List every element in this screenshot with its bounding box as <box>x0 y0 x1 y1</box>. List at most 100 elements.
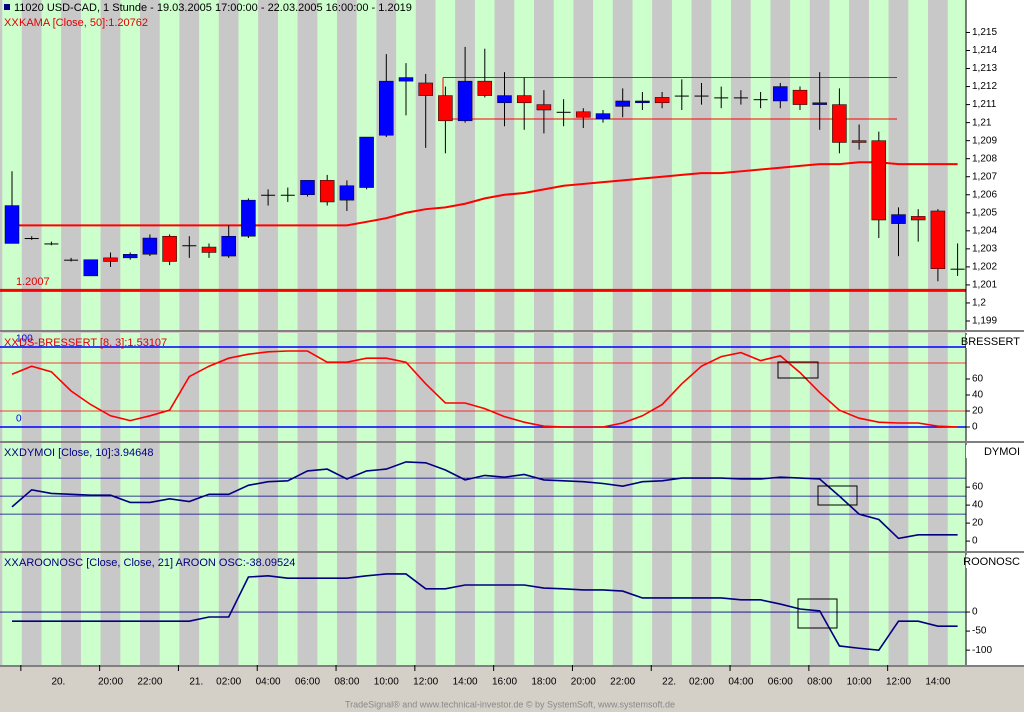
band <box>218 333 239 441</box>
x-tick-label: 21. <box>189 677 203 688</box>
band <box>179 553 200 665</box>
band <box>435 333 456 441</box>
band <box>849 333 869 441</box>
x-tick-label: 12:00 <box>886 677 911 688</box>
x-tick-label: 22:00 <box>137 677 162 688</box>
band <box>849 0 869 330</box>
band <box>829 553 850 665</box>
band <box>238 553 259 665</box>
band <box>179 333 200 441</box>
candle-body <box>339 185 355 201</box>
band <box>2 333 22 441</box>
band <box>396 443 416 551</box>
band <box>809 443 830 551</box>
candle-body <box>851 140 867 143</box>
band <box>277 333 298 441</box>
candle-body <box>319 180 335 203</box>
candle-body <box>261 194 276 196</box>
band <box>652 0 672 330</box>
band <box>731 553 751 665</box>
band <box>435 553 456 665</box>
candle-body <box>418 82 433 96</box>
band <box>415 0 436 330</box>
band <box>750 553 771 665</box>
annotation-box <box>817 485 858 506</box>
band <box>159 443 180 551</box>
band <box>770 553 791 665</box>
candle-body <box>162 235 177 262</box>
band <box>396 333 416 441</box>
band <box>671 0 692 330</box>
candle-body <box>438 95 453 122</box>
panel-title: AROONOSC [Close, Close, 21] AROON OSC:-3… <box>19 557 295 569</box>
band <box>947 553 968 665</box>
band <box>435 443 456 551</box>
x-tick-label: 14:00 <box>925 677 950 688</box>
band <box>415 333 436 441</box>
candle-body <box>654 97 670 104</box>
band <box>534 333 554 441</box>
band <box>317 443 338 551</box>
band <box>376 333 397 441</box>
band <box>356 333 377 441</box>
chart-title: 11020 USD-CAD, 1 Stunde - 19.03.2005 17:… <box>14 2 412 14</box>
band <box>140 553 160 665</box>
band <box>849 553 869 665</box>
indicator-line <box>12 573 958 651</box>
band <box>396 553 416 665</box>
band <box>612 553 633 665</box>
band <box>140 443 160 551</box>
candle-body <box>142 237 158 255</box>
band <box>297 443 318 551</box>
band <box>120 333 141 441</box>
band <box>238 333 259 441</box>
band <box>100 443 121 551</box>
band <box>80 443 101 551</box>
band <box>415 443 436 551</box>
band <box>21 0 42 330</box>
candle-body <box>576 111 591 118</box>
band <box>691 0 712 330</box>
band <box>573 443 594 551</box>
candle-body <box>64 259 79 261</box>
band <box>947 333 968 441</box>
y-tick-label: 1,206 <box>972 189 997 200</box>
band <box>612 333 633 441</box>
band <box>61 553 81 665</box>
band <box>199 553 219 665</box>
band <box>809 553 830 665</box>
band <box>376 553 397 665</box>
band <box>21 553 42 665</box>
band <box>494 553 515 665</box>
band <box>534 553 554 665</box>
band <box>80 0 101 330</box>
band <box>573 333 594 441</box>
candle-body <box>379 80 394 136</box>
x-tick-label: 08:00 <box>334 677 359 688</box>
band <box>435 0 456 330</box>
band <box>159 0 180 330</box>
band <box>947 443 968 551</box>
candle-body <box>792 89 808 105</box>
band <box>159 553 180 665</box>
y-tick-label: 1,199 <box>972 316 997 327</box>
band <box>671 553 692 665</box>
band <box>376 443 397 551</box>
band <box>593 333 613 441</box>
x-tick-label: 18:00 <box>531 677 556 688</box>
band <box>711 443 732 551</box>
band <box>317 553 338 665</box>
candle-body <box>398 77 414 82</box>
band <box>593 443 613 551</box>
band <box>297 553 318 665</box>
y-tick-label: 1,205 <box>972 207 997 218</box>
candle-body <box>83 259 99 277</box>
band <box>612 0 633 330</box>
band <box>337 553 357 665</box>
indicator-line <box>11 461 958 540</box>
band <box>2 553 22 665</box>
y-tick-label: 1,204 <box>972 225 997 236</box>
kama-label: KAMA [Close, 50]:1.20762 <box>19 17 148 29</box>
y-tick-label: 1,213 <box>972 63 997 74</box>
panel-axis-title: BRESSERT <box>961 336 1020 348</box>
